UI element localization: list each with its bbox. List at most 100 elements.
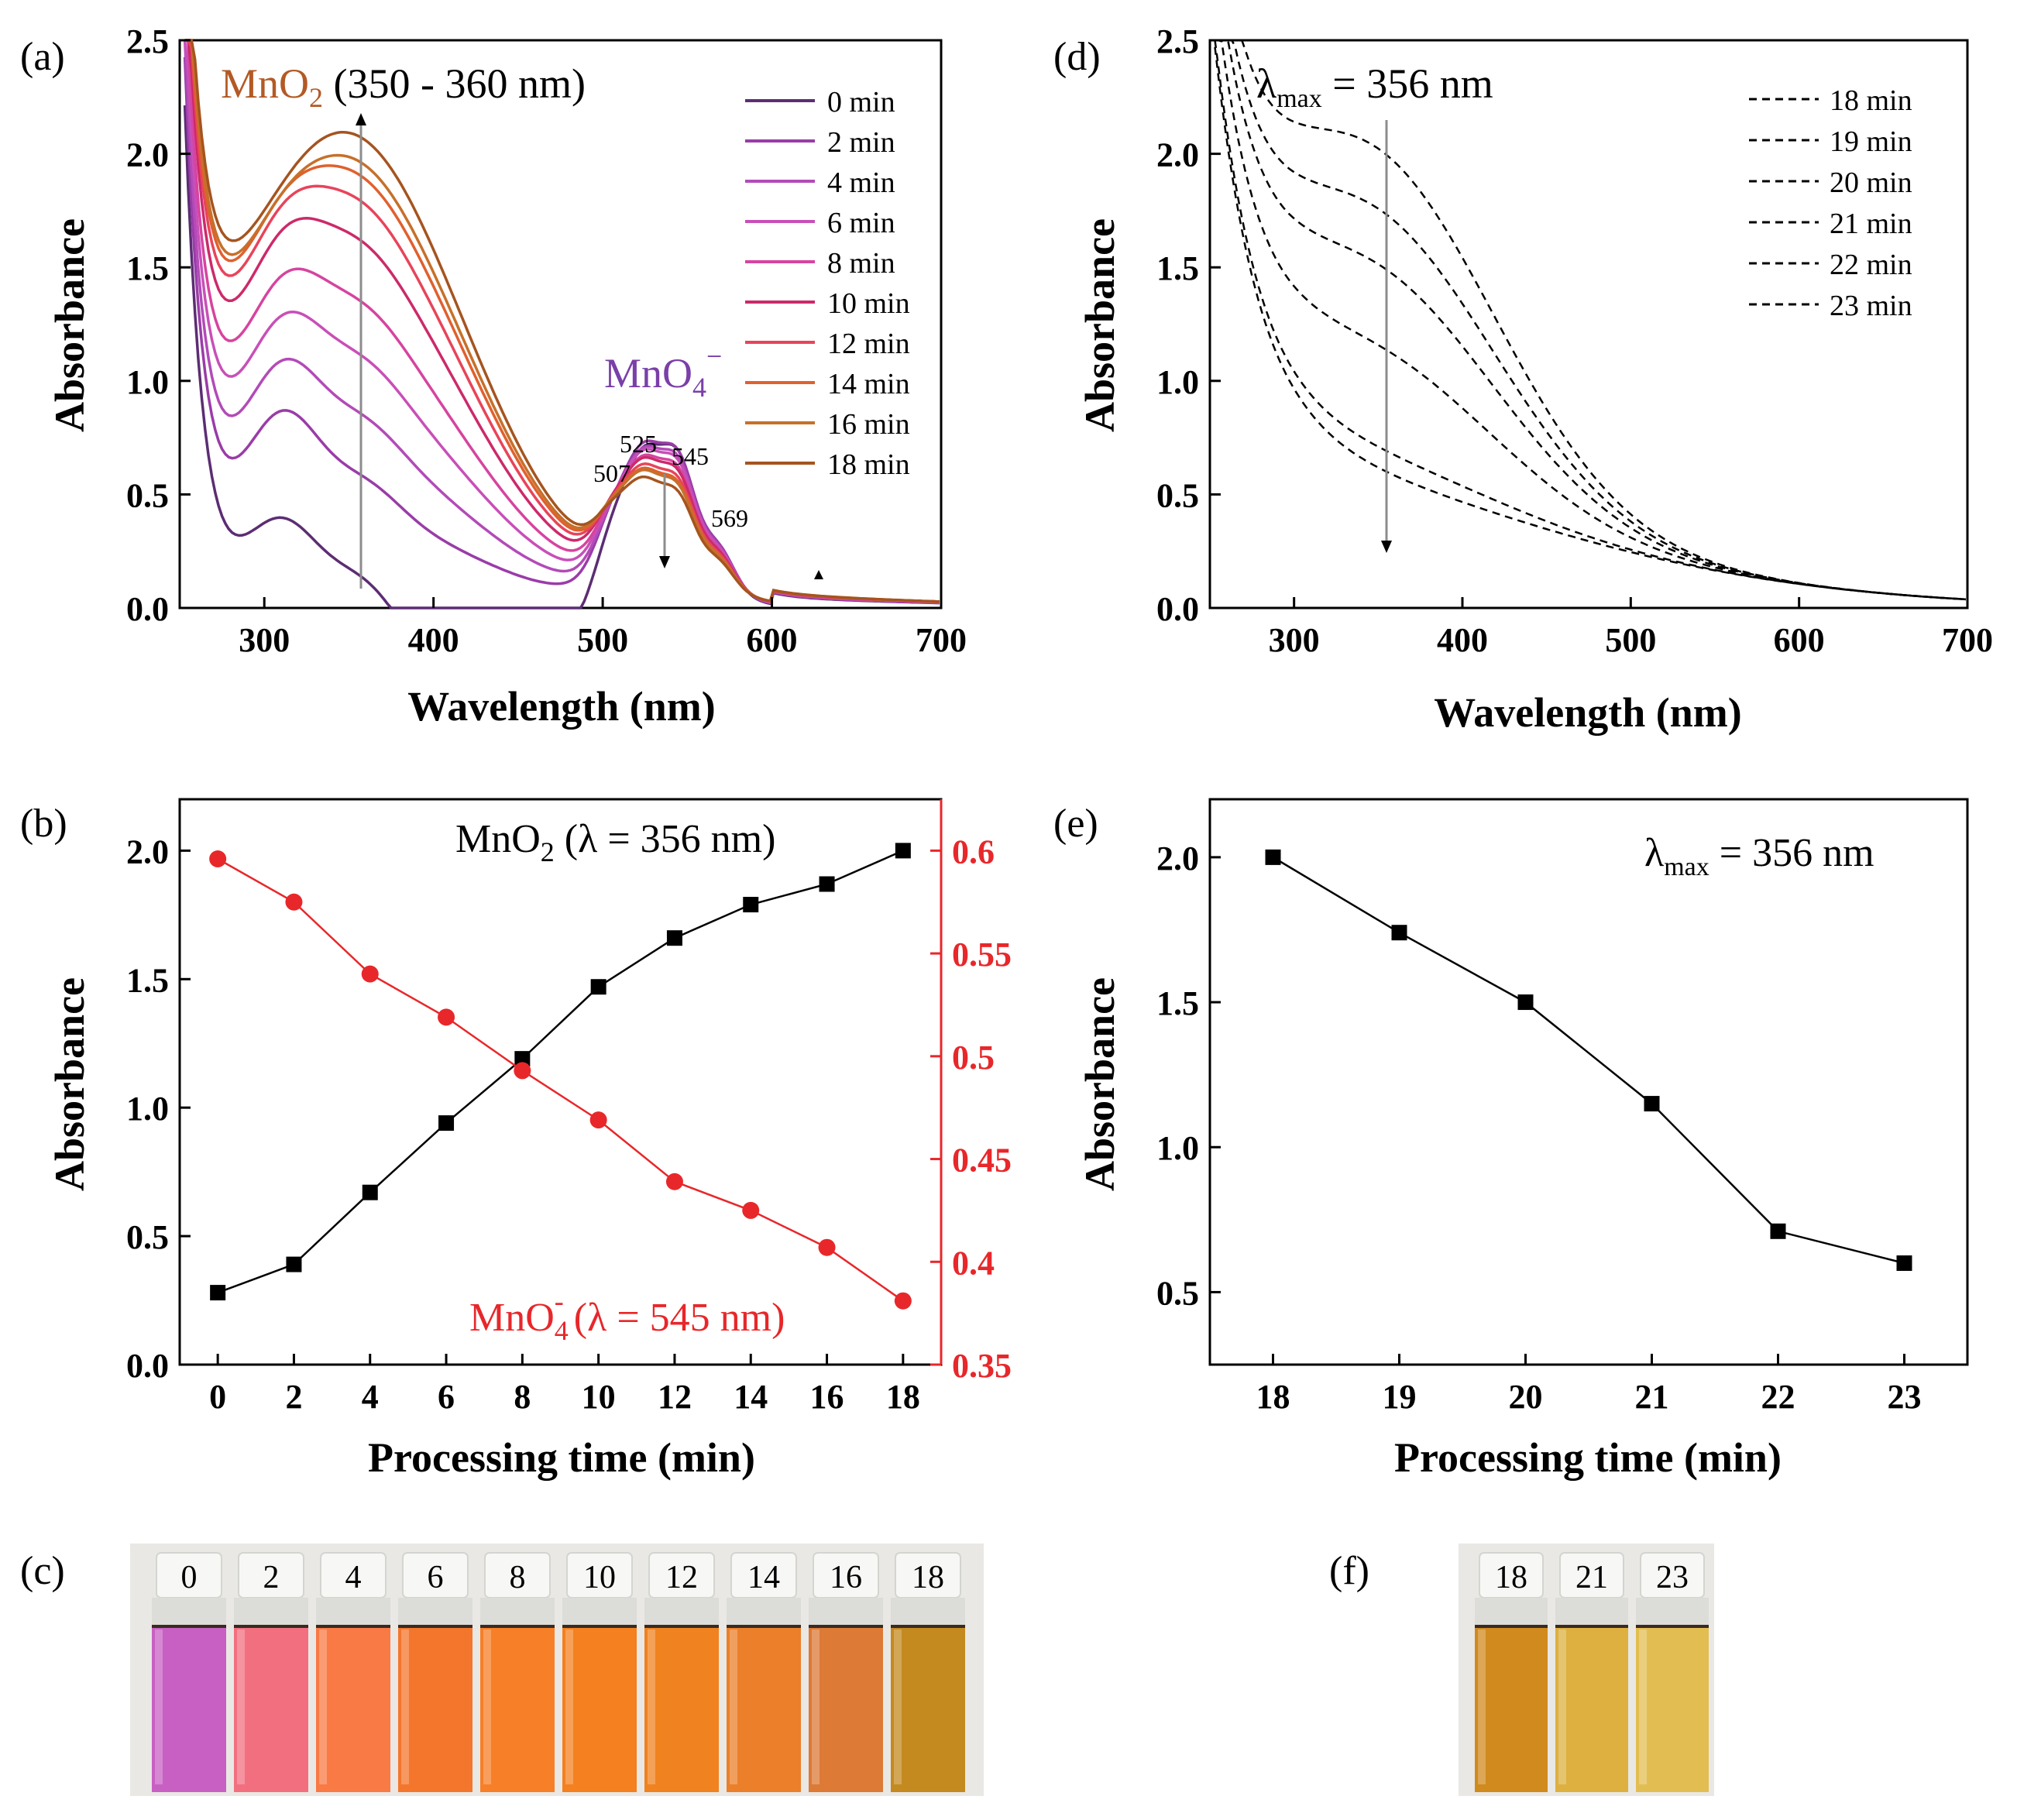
plot-frame-d: [1208, 39, 1969, 610]
annotation-mno4-a: MnO4−: [604, 341, 722, 403]
vials-c: 0 2 4 6 8 10 12 14 16 18: [152, 1552, 965, 1792]
y-tick-label-a: 0.0: [126, 590, 169, 628]
x-tick-label-a: 500: [577, 621, 628, 659]
y-ticks-e: 0.5 1.0 1.5 2.0: [1156, 840, 1221, 1312]
y-tick-label-d: 1.0: [1156, 363, 1199, 401]
legend-label-a: 16 min: [827, 408, 910, 441]
panel-c: (c) 0 2 4 6 8 10 12 14 16 18: [20, 1544, 984, 1796]
vial-label: 21: [1575, 1560, 1608, 1595]
vials-f: 18 21 23: [1475, 1552, 1709, 1792]
y-tick-label-a: 2.5: [126, 22, 169, 60]
y-tick-label-a: 1.0: [126, 363, 169, 401]
panel-label-d: (d): [1053, 35, 1101, 79]
data-point-mno2: [210, 1285, 226, 1301]
vial-label: 0: [181, 1560, 198, 1595]
y2-ticks-b: 0.35 0.4 0.45 0.5 0.55 0.6: [930, 833, 1012, 1385]
label-mno2-b: MnO2 (λ = 356 nm): [455, 817, 775, 867]
legend-label-a: 14 min: [827, 368, 910, 400]
arrow-down-head-d: [1381, 541, 1392, 553]
x-tick-label-d: 700: [1942, 621, 1993, 659]
spectra-curves-d: [1214, 39, 1966, 601]
data-point-mno2: [743, 897, 759, 913]
vial-liquid: [480, 1626, 555, 1792]
x-axis-title-b: Processing time (min): [368, 1434, 755, 1481]
x-tick-label-a: 600: [747, 621, 798, 659]
data-point-mno4: [894, 1292, 912, 1310]
peak-label-545: 545: [672, 442, 709, 470]
data-point-mno4: [514, 1062, 531, 1080]
y-axis-title-e: Absorbance: [1077, 977, 1123, 1191]
x-tick-label-a: 700: [916, 621, 967, 659]
vial-liquid: [891, 1626, 965, 1792]
x-tick-label-e: 18: [1256, 1378, 1290, 1416]
vial-label: 8: [510, 1560, 526, 1595]
data-point-mno2: [362, 1184, 378, 1200]
vial-label: 18: [1495, 1560, 1527, 1595]
y2-tick-label-b: 0.55: [952, 936, 1012, 974]
panel-f: (f) 18 21 23: [1329, 1544, 1714, 1796]
vial-highlight: [155, 1629, 163, 1784]
vial-neck: [644, 1598, 719, 1626]
x-tick-label-d: 400: [1437, 621, 1488, 659]
legend-label-a: 4 min: [827, 167, 895, 199]
series-line-mno4: [217, 857, 904, 1302]
y2-tick-label-b: 0.5: [952, 1039, 995, 1077]
data-point-mno2: [819, 876, 835, 892]
vial-label: 12: [665, 1560, 698, 1595]
spectra-curves-a: [183, 39, 940, 610]
annotation-lambda-e: λmax = 356 nm: [1644, 831, 1874, 881]
y-tick-label-b: 0.0: [126, 1347, 169, 1385]
y-tick-label-e: 1.0: [1156, 1129, 1199, 1167]
data-point-e: [1265, 849, 1281, 865]
y-tick-label-b: 1.5: [126, 961, 169, 999]
arrow-small-up-a: [814, 570, 823, 579]
vial-neck: [809, 1598, 883, 1626]
x-tick-label-d: 600: [1774, 621, 1825, 659]
x-tick-label-b: 10: [582, 1378, 616, 1416]
y2-tick-label-b: 0.6: [952, 833, 995, 871]
legend-label-d: 19 min: [1830, 125, 1912, 158]
vial-liquid: [152, 1626, 226, 1792]
y-tick-label-e: 2.0: [1156, 840, 1199, 877]
x-tick-label-a: 400: [408, 621, 459, 659]
y-tick-label-d: 0.0: [1156, 590, 1199, 628]
vial-label: 18: [912, 1560, 944, 1595]
legend-label-a: 2 min: [827, 126, 895, 159]
peak-label-507: 507: [593, 459, 631, 487]
vial-liquid: [809, 1626, 883, 1792]
panel-d: (d) 0.0 0.5 1.0 1.5 2.0 2.5 300 400 500 600 700 W…: [1053, 22, 1993, 736]
x-tick-label-d: 300: [1269, 621, 1320, 659]
vial-liquid: [1636, 1626, 1709, 1792]
x-tick-label-b: 16: [810, 1378, 844, 1416]
annotation-mno2-a: MnO2 (350 - 360 nm): [221, 60, 586, 113]
vial-highlight: [1478, 1629, 1486, 1784]
panel-a: (a) 0.0 0.5 1.0 1.5 2.0 2.5 300 400 500 600 700 W…: [20, 22, 967, 730]
lines-e: [1265, 849, 1912, 1271]
vial-highlight: [401, 1629, 409, 1784]
spectrum-curve-22-min: [1214, 39, 1966, 601]
y-tick-label-e: 1.5: [1156, 984, 1199, 1022]
data-point-e: [1391, 925, 1407, 941]
data-point-e: [1517, 994, 1534, 1011]
x-tick-label-e: 22: [1761, 1378, 1795, 1416]
vial-highlight: [565, 1629, 573, 1784]
vial-liquid: [644, 1626, 719, 1792]
series-line-mno2: [217, 850, 904, 1294]
panel-label-a: (a): [20, 35, 65, 79]
x-tick-label-b: 2: [285, 1378, 302, 1416]
x-axis-title-e: Processing time (min): [1394, 1434, 1782, 1481]
y-tick-label-d: 1.5: [1156, 249, 1199, 287]
peak-label-525: 525: [620, 430, 657, 458]
legend-label-d: 21 min: [1830, 208, 1912, 240]
vial-neck: [480, 1598, 555, 1626]
x-ticks-b: 0 2 4 6 8 10 12 14 16 18: [209, 1354, 920, 1416]
vial-neck: [1475, 1598, 1548, 1626]
x-tick-label-e: 21: [1635, 1378, 1669, 1416]
x-tick-label-a: 300: [239, 621, 290, 659]
y2-tick-label-b: 0.4: [952, 1244, 995, 1282]
legend-label-a: 12 min: [827, 328, 910, 360]
vial-liquid: [727, 1626, 801, 1792]
x-tick-label-d: 500: [1605, 621, 1656, 659]
x-tick-label-b: 6: [438, 1378, 455, 1416]
